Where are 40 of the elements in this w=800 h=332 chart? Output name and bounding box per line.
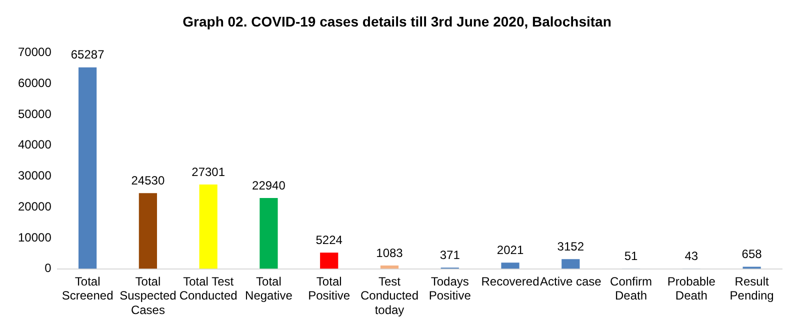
y-tick-label: 20000 <box>18 199 52 214</box>
data-label: 65287 <box>70 48 105 62</box>
x-tick-label: Confirm Death <box>610 274 652 303</box>
data-label: 1083 <box>376 246 404 260</box>
y-tick-label: 70000 <box>18 45 52 60</box>
bar <box>199 184 218 269</box>
x-tick-label: Total Suspected Cases <box>120 274 176 318</box>
data-label: 24530 <box>131 173 165 188</box>
x-tick-label: Total Positive <box>308 274 350 303</box>
bar <box>78 67 97 269</box>
data-label: 5224 <box>316 232 343 247</box>
chart-title: Graph 02. COVID-19 cases details till 3rd June 2020, Balochsitan <box>182 13 612 30</box>
bar <box>501 262 520 269</box>
y-tick-label: 10000 <box>18 230 52 244</box>
data-label: 43 <box>684 248 698 263</box>
data-label: 22940 <box>252 178 286 192</box>
data-label: 2021 <box>496 242 524 257</box>
x-tick-label: Recovered <box>481 274 540 288</box>
x-tick-label: Result Pending <box>730 274 774 303</box>
x-tick-label: Total Test Conducted <box>179 274 238 303</box>
y-tick-label: 30000 <box>18 168 52 183</box>
x-tick-label: Test Conducted today <box>360 274 419 318</box>
x-tick-label: Total Negative <box>245 274 293 303</box>
x-tick-label: Total Screened <box>62 274 114 303</box>
data-label: 371 <box>440 248 460 262</box>
data-label: 27301 <box>192 164 226 179</box>
bar <box>138 193 158 269</box>
bar <box>562 259 580 269</box>
y-tick-label: 40000 <box>18 138 52 152</box>
x-tick-label: Probable Death <box>667 274 716 303</box>
y-tick-label: 50000 <box>18 106 52 121</box>
bar <box>320 252 338 269</box>
x-tick-label: Active case <box>540 274 602 288</box>
x-tick-label: Todays Positive <box>428 274 472 303</box>
data-label: 658 <box>742 247 762 262</box>
bar <box>260 198 278 269</box>
y-tick-label: 60000 <box>18 76 52 90</box>
data-label: 3152 <box>557 239 584 254</box>
data-label: 51 <box>624 248 638 263</box>
y-tick-label: 0 <box>44 261 52 276</box>
